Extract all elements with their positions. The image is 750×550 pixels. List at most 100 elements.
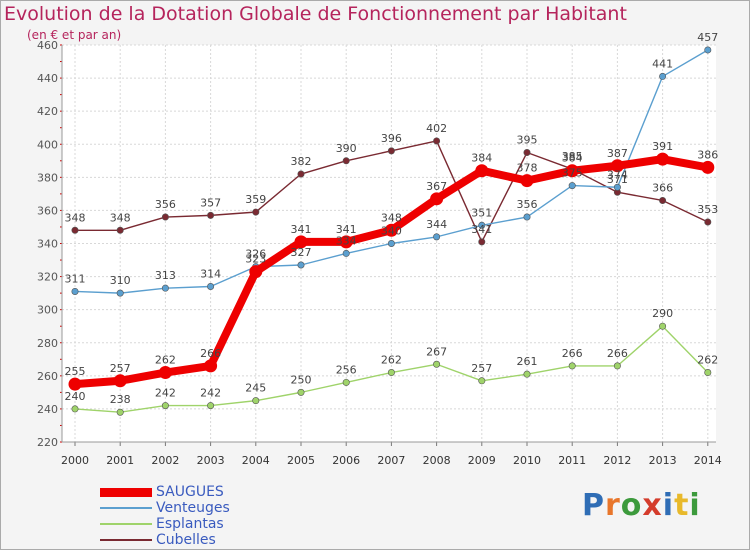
data-point [342, 249, 350, 257]
data-label: 395 [517, 134, 538, 147]
data-point [478, 238, 486, 246]
data-label: 341 [336, 223, 357, 236]
data-point [613, 183, 621, 191]
data-point [568, 362, 576, 370]
data-point [659, 322, 667, 330]
data-label: 341 [471, 223, 492, 236]
data-point [704, 218, 712, 226]
data-label: 356 [155, 198, 176, 211]
y-tick-label: 440 [37, 72, 58, 85]
data-label: 266 [607, 347, 628, 360]
x-tick-label: 2001 [106, 454, 134, 467]
logo-letter: t [674, 488, 690, 523]
x-tick-label: 2003 [197, 454, 225, 467]
chart-subtitle: (en € et par an) [27, 28, 122, 42]
x-tick-label: 2007 [377, 454, 405, 467]
data-label: 262 [381, 354, 402, 367]
data-label: 245 [245, 382, 266, 395]
data-point [207, 283, 215, 291]
data-point [71, 405, 79, 413]
data-label: 384 [562, 152, 583, 165]
data-point [704, 369, 712, 377]
data-point [523, 149, 531, 157]
data-label: 374 [607, 168, 628, 181]
legend-swatch [100, 507, 152, 509]
data-point [387, 369, 395, 377]
data-point [252, 397, 260, 405]
x-tick-label: 2013 [649, 454, 677, 467]
data-point [249, 265, 263, 279]
logo-letter: i [662, 488, 675, 523]
data-point [433, 137, 441, 145]
data-point [294, 235, 308, 249]
data-label: 327 [291, 246, 312, 259]
x-tick-label: 2005 [287, 454, 315, 467]
data-point [384, 223, 398, 237]
data-point [387, 147, 395, 155]
data-label: 323 [245, 253, 266, 266]
data-point [116, 289, 124, 297]
data-point [339, 235, 353, 249]
data-point [207, 211, 215, 219]
data-label: 267 [426, 345, 447, 358]
data-label: 334 [336, 234, 357, 247]
logo-letter: o [620, 488, 643, 523]
data-point [161, 213, 169, 221]
data-label: 242 [155, 387, 176, 400]
data-point [433, 233, 441, 241]
data-label: 348 [110, 211, 131, 224]
data-label: 348 [65, 211, 86, 224]
data-label: 341 [291, 223, 312, 236]
y-tick-label: 220 [37, 436, 58, 449]
data-label: 255 [65, 365, 86, 378]
data-label: 378 [517, 162, 538, 175]
data-point [704, 46, 712, 54]
data-point [659, 72, 667, 80]
data-point [161, 284, 169, 292]
data-label: 396 [381, 132, 402, 145]
x-tick-label: 2012 [603, 454, 631, 467]
data-point [523, 213, 531, 221]
data-point [71, 226, 79, 234]
data-point [297, 388, 305, 396]
y-tick-label: 320 [37, 271, 58, 284]
legend-swatch [100, 487, 152, 497]
data-label: 261 [517, 355, 538, 368]
data-point [252, 208, 260, 216]
y-tick-label: 260 [37, 370, 58, 383]
data-label: 240 [65, 390, 86, 403]
legend-label: Venteuges [156, 500, 230, 516]
data-point [113, 374, 127, 388]
data-point [610, 159, 624, 173]
logo-letter: i [689, 488, 701, 523]
data-label: 344 [426, 218, 447, 231]
data-label: 359 [245, 193, 266, 206]
data-label: 385 [562, 150, 583, 163]
data-label: 371 [607, 173, 628, 186]
data-point [430, 192, 444, 206]
data-point [342, 378, 350, 386]
logo-letter: x [642, 488, 663, 523]
x-tick-label: 2009 [468, 454, 496, 467]
data-point [478, 377, 486, 385]
y-tick-label: 460 [37, 39, 58, 52]
data-label: 357 [200, 196, 221, 209]
data-label: 250 [291, 373, 312, 386]
data-label: 391 [652, 140, 673, 153]
x-tick-label: 2011 [558, 454, 586, 467]
y-tick-label: 380 [37, 171, 58, 184]
data-point [116, 226, 124, 234]
data-label: 353 [697, 203, 718, 216]
data-point [520, 174, 534, 188]
data-label: 266 [562, 347, 583, 360]
y-tick-label: 240 [37, 403, 58, 416]
x-tick-label: 2000 [61, 454, 89, 467]
data-label: 310 [110, 274, 131, 287]
y-tick-label: 300 [37, 304, 58, 317]
data-point [158, 366, 172, 380]
data-point [568, 182, 576, 190]
x-tick-label: 2004 [242, 454, 270, 467]
data-point [387, 240, 395, 248]
chart-title: Evolution de la Dotation Globale de Fonc… [4, 3, 627, 25]
data-point [161, 402, 169, 410]
